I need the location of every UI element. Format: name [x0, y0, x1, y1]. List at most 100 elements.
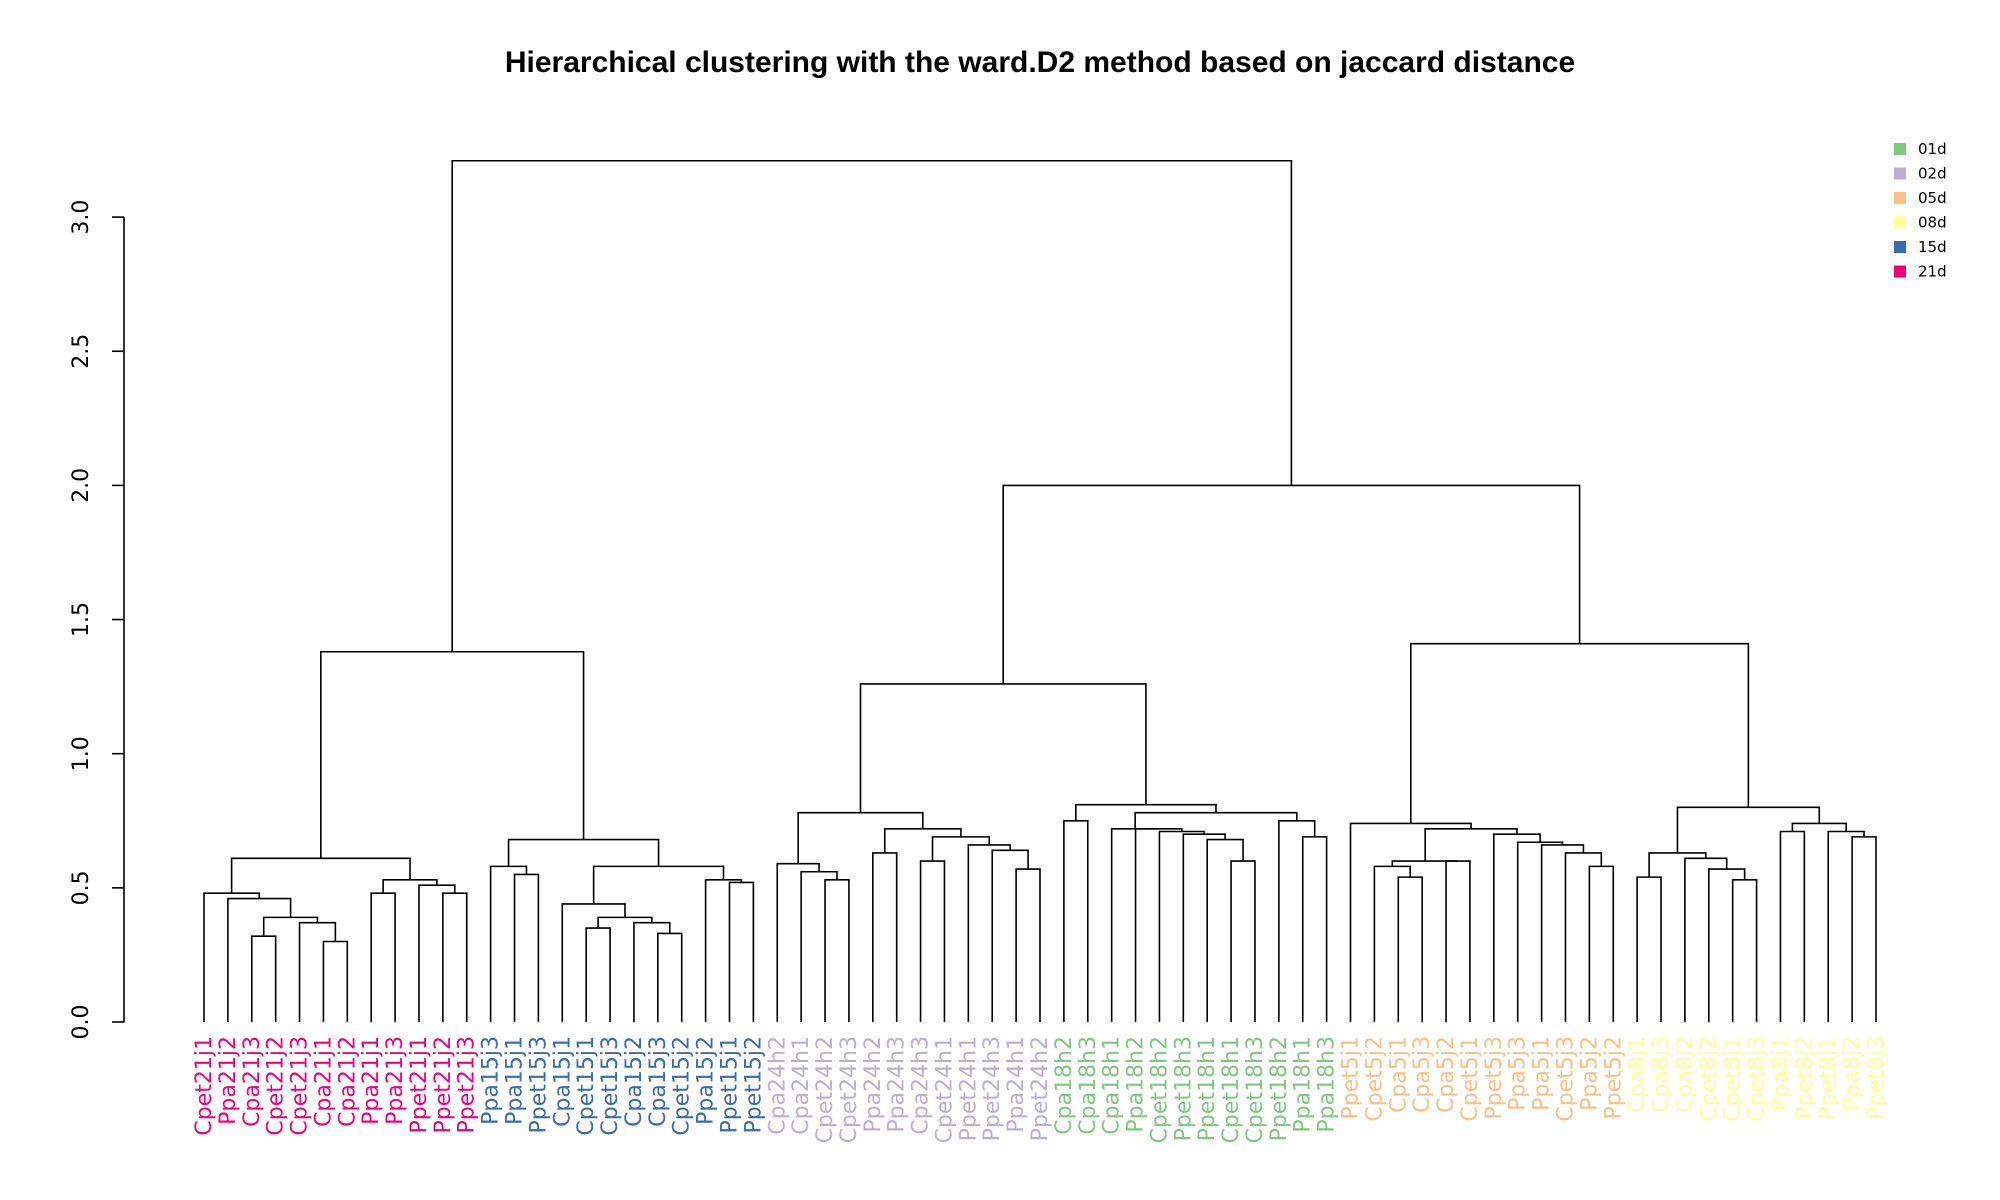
- leaf-label: Ppa24h1: [1004, 1036, 1029, 1133]
- dendrogram-branch: [250, 935, 277, 1022]
- dendrogram-branch: [633, 921, 671, 1022]
- dendrogram-branch: [1516, 841, 1564, 1022]
- dendrogram-branch: [919, 860, 946, 1022]
- leaf-label: Cpet21j3: [288, 1036, 313, 1136]
- legend-swatch: [1894, 167, 1906, 180]
- dendrogram-branch: [1851, 836, 1877, 1022]
- y-axis: 0.0 0.5 1.0 1.5 2.0 2.5 3.0: [69, 200, 125, 1040]
- leaf-label: Ppa24h2: [861, 1036, 886, 1133]
- leaf-label: Ppet24h2: [1028, 1036, 1053, 1141]
- leaf-label: Ppa15j3: [479, 1036, 504, 1125]
- leaf-label: Ppet18h3: [1171, 1036, 1196, 1141]
- dendrogram-branch: [1015, 868, 1041, 1022]
- leaf-label: Ppet15j3: [526, 1036, 551, 1134]
- leaf-label: Ppet21j2: [431, 1036, 456, 1134]
- leaf-label: Ppet18h2: [1267, 1036, 1292, 1141]
- dendrogram-branch: [797, 811, 924, 864]
- leaf-label: Ppa18h1: [1291, 1036, 1316, 1133]
- legend-swatch: [1894, 265, 1906, 278]
- leaf-label: Cpet8j3: [1745, 1036, 1770, 1122]
- dendrogram-branch: [451, 159, 1293, 652]
- leaf-label: Cpa15j3: [646, 1036, 671, 1127]
- dendrogram-branch: [1373, 865, 1412, 1022]
- leaf-label: Ppet18h1: [1195, 1036, 1220, 1141]
- dendrogram-branch: [1391, 860, 1458, 867]
- leaf-label: Cpa24h2: [765, 1036, 790, 1135]
- leaf-label: Cpet18h2: [1147, 1036, 1172, 1143]
- leaf-label: Ppa15j2: [694, 1036, 719, 1125]
- dendrogram-branch: [1110, 828, 1159, 1022]
- leaf-label: Cpa8j2: [1673, 1036, 1698, 1113]
- leaf-label: Cpet24h2: [813, 1036, 838, 1143]
- leaf-label: Cpa18h1: [1100, 1036, 1125, 1135]
- dendrogram-branch: [1301, 836, 1328, 1022]
- y-tick-label: 0.5: [69, 870, 94, 905]
- leaf-label: Cpa8j1: [1625, 1036, 1650, 1113]
- leaf-label: Ppet8j3: [1864, 1036, 1889, 1120]
- leaf-label: Ppa8j2: [1840, 1036, 1865, 1111]
- leaf-label: Ppet5j2: [1601, 1036, 1626, 1120]
- dendrogram-branch: [418, 884, 456, 1022]
- dendrogram-branch: [1791, 822, 1847, 832]
- legend-label: 01d: [1918, 140, 1947, 158]
- dendrogram-branch: [967, 844, 1011, 1022]
- leaf-label: Cpet18h3: [1243, 1036, 1268, 1143]
- dendrogram-branch: [704, 879, 743, 1022]
- dendrogram-branch: [320, 650, 585, 859]
- dendrogram-branch: [322, 940, 349, 1022]
- dendrogram-branch: [1708, 868, 1746, 1022]
- dendrogram-branch: [883, 828, 962, 853]
- legend-swatch: [1894, 216, 1906, 229]
- dendrogram-branch: [1134, 811, 1298, 829]
- leaf-label: Cpet5j2: [1362, 1036, 1387, 1122]
- dendrogram-branch: [991, 849, 1029, 1022]
- legend-label: 21d: [1918, 263, 1947, 281]
- dendrogram-branch: [1445, 860, 1471, 1022]
- dendrogram-branch: [1684, 857, 1728, 1022]
- leaf-label: Cpet8j1: [1721, 1036, 1746, 1122]
- leaf-label: Ppa15j1: [503, 1036, 528, 1125]
- leaf-label: Cpa18h2: [1052, 1036, 1077, 1135]
- dendrogram-branch: [1002, 484, 1581, 684]
- chart-title: Hierarchical clustering with the ward.D2…: [505, 46, 1575, 79]
- legend: 01d 02d 05d 08d 15d 21d: [1894, 140, 1947, 281]
- dendrogram-branch: [262, 916, 319, 937]
- leaf-label: Cpa15j2: [622, 1036, 647, 1127]
- leaf-label: Ppa5j2: [1577, 1036, 1602, 1111]
- dendrogram-branch: [507, 838, 660, 867]
- leaf-label: Ppa5j1: [1530, 1036, 1555, 1111]
- leaf-label: Cpa15j1: [550, 1036, 575, 1127]
- leaf-label: Cpet8j2: [1697, 1036, 1722, 1122]
- leaf-label: Ppet15j1: [717, 1036, 742, 1134]
- legend-swatch: [1894, 241, 1906, 253]
- dendrogram-branch: [585, 927, 611, 1022]
- leaf-label: Ppa21j1: [359, 1036, 384, 1125]
- dendrogram-branch: [592, 865, 725, 904]
- legend-label: 02d: [1918, 165, 1947, 183]
- leaf-label: Cpet21j1: [192, 1036, 217, 1136]
- leaf-label: Ppet5j1: [1339, 1036, 1364, 1120]
- dendrogram-branch: [657, 932, 683, 1022]
- leaf-label: Ppet21j3: [455, 1036, 480, 1134]
- leaf-label: Ppet24h1: [956, 1036, 981, 1141]
- dendrogram-branch: [1158, 830, 1206, 1022]
- legend-swatch: [1894, 143, 1906, 155]
- leaf-label: Cpet15j2: [670, 1036, 695, 1136]
- leaf-label: Cpa21j1: [311, 1036, 336, 1127]
- dendrogram-branch: [824, 879, 850, 1022]
- leaf-label: Ppa18h3: [1315, 1036, 1340, 1133]
- leaf-label: Ppa18h2: [1124, 1036, 1149, 1133]
- dendrogram-branch: [1588, 865, 1615, 1022]
- legend-label: 08d: [1918, 214, 1947, 232]
- dendrogram-branch: [513, 873, 540, 1022]
- dendrogram-branch: [1731, 879, 1758, 1022]
- leaf-label: Ppet5j3: [1482, 1036, 1507, 1120]
- dendrogram-branch: [776, 862, 820, 1022]
- leaf-label: Cpet5j3: [1553, 1036, 1578, 1122]
- leaf-label: Cpet5j1: [1458, 1036, 1483, 1122]
- leaf-label: Cpa24h3: [909, 1036, 934, 1135]
- dendrogram-branch: [298, 921, 337, 1022]
- leaf-label: Cpa8j3: [1649, 1036, 1674, 1113]
- dendrogram-branch: [1206, 838, 1244, 1022]
- y-tick-label: 3.0: [69, 200, 94, 235]
